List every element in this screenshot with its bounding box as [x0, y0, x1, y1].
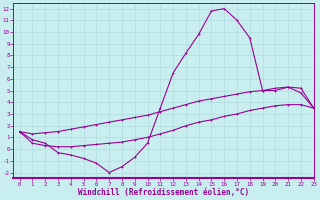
X-axis label: Windchill (Refroidissement éolien,°C): Windchill (Refroidissement éolien,°C): [78, 188, 249, 197]
